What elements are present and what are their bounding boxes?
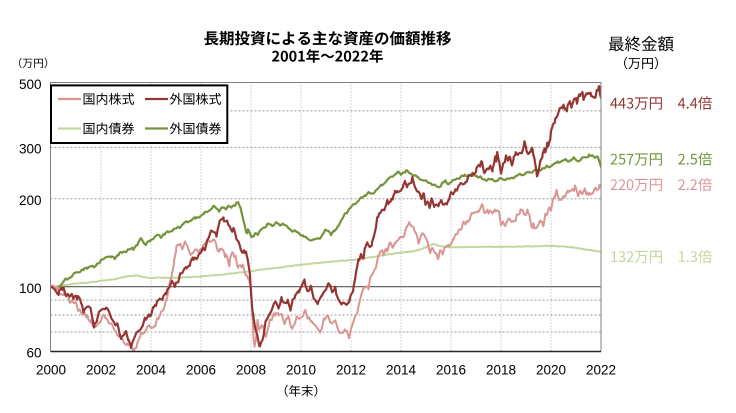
svg-text:2010: 2010 <box>286 363 316 378</box>
svg-text:2020: 2020 <box>536 363 566 378</box>
svg-text:2000: 2000 <box>36 363 66 378</box>
svg-text:200: 200 <box>19 193 42 208</box>
svg-text:2022: 2022 <box>586 363 616 378</box>
svg-text:2018: 2018 <box>486 363 516 378</box>
svg-text:300: 300 <box>19 142 42 157</box>
svg-text:2004: 2004 <box>136 363 167 378</box>
svg-text:2014: 2014 <box>386 363 417 378</box>
svg-text:2006: 2006 <box>186 363 216 378</box>
svg-text:2008: 2008 <box>236 363 266 378</box>
svg-text:100: 100 <box>19 281 42 296</box>
svg-text:2012: 2012 <box>336 363 366 378</box>
svg-text:2002: 2002 <box>86 363 116 378</box>
svg-text:500: 500 <box>19 77 42 92</box>
svg-text:60: 60 <box>26 346 41 361</box>
svg-text:2016: 2016 <box>436 363 466 378</box>
